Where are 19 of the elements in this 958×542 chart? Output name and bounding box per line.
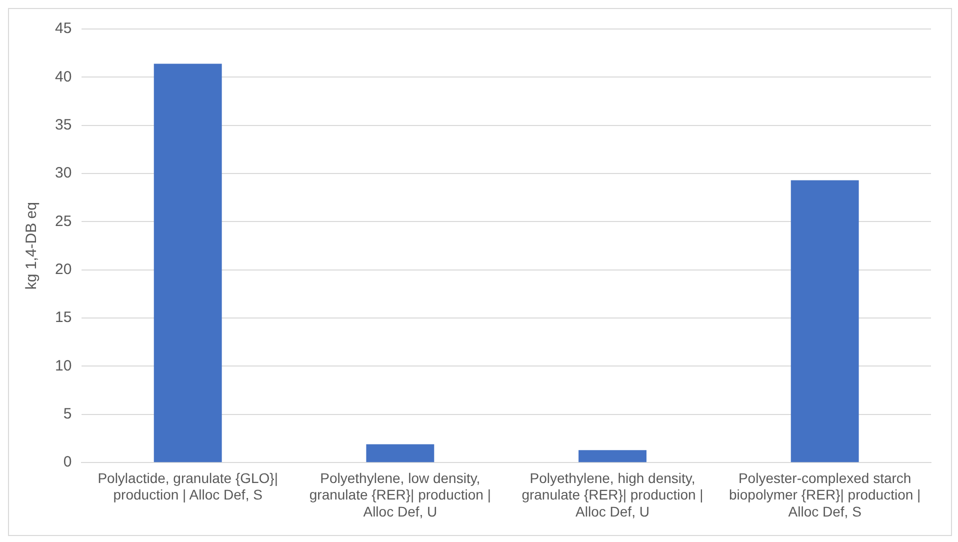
y-tick-label: 45: [54, 20, 72, 38]
y-axis-title: kg 1,4-DB eq: [23, 202, 40, 290]
x-tick-label: Polyester-complexed starch biopolymer {RER}| production | Alloc Def, S: [728, 470, 921, 520]
y-tick-label: 20: [54, 261, 72, 278]
x-tick-label: Polyethylene, high density, granulate {RER}| production | Alloc Def, U: [522, 470, 704, 520]
y-tick-label: 0: [63, 454, 72, 471]
y-tick-label: 10: [54, 357, 72, 374]
y-tick-label: 40: [54, 68, 72, 86]
bar: [790, 180, 859, 462]
y-tick-label: 25: [54, 212, 72, 230]
bar: [366, 444, 434, 462]
y-tick-label: 30: [54, 164, 72, 182]
x-tick-label: Polyethylene, low density, granulate {RER}| production | Alloc Def, U: [309, 470, 491, 520]
bar: [154, 64, 222, 462]
bar: [578, 450, 646, 462]
y-tick-label: 35: [54, 116, 72, 134]
x-tick-label: Polylactide, granulate {GLO}| production | Alloc Def, S: [98, 470, 278, 503]
y-tick-label: 15: [54, 309, 72, 326]
y-tick-label: 5: [63, 406, 72, 423]
